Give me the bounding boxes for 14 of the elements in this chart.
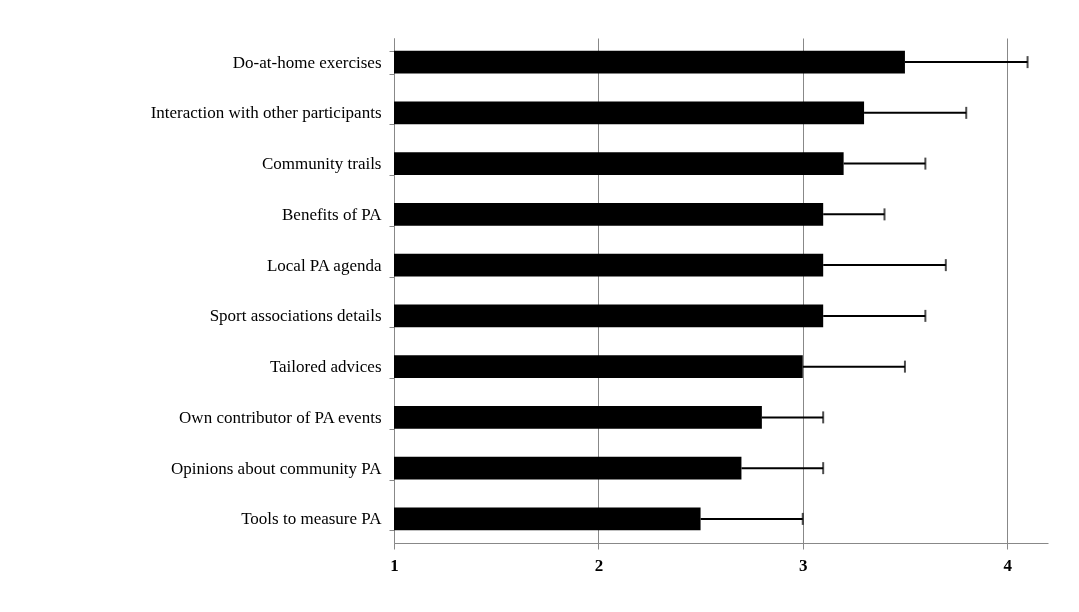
y-tick-label: Own contributor of PA events bbox=[179, 407, 382, 427]
y-tick-label: Opinions about community PA bbox=[171, 458, 383, 478]
y-tick-label: Do-at-home exercises bbox=[232, 52, 382, 72]
x-tick-label: 2 bbox=[594, 555, 604, 575]
x-tick-label: 4 bbox=[1003, 555, 1013, 575]
x-tick-label: 1 bbox=[390, 555, 399, 575]
x-tick-label: 3 bbox=[799, 555, 808, 575]
y-tick-label: Tools to measure PA bbox=[241, 509, 383, 529]
y-tick-label: Local PA agenda bbox=[266, 255, 382, 275]
y-tick-label: Community trails bbox=[262, 154, 382, 174]
y-tick-label: Benefits of PA bbox=[282, 204, 383, 224]
y-tick-label: Tailored advices bbox=[269, 357, 382, 377]
y-tick-label: Interaction with other participants bbox=[150, 103, 382, 123]
y-tick-label: Sport associations details bbox=[209, 306, 382, 326]
